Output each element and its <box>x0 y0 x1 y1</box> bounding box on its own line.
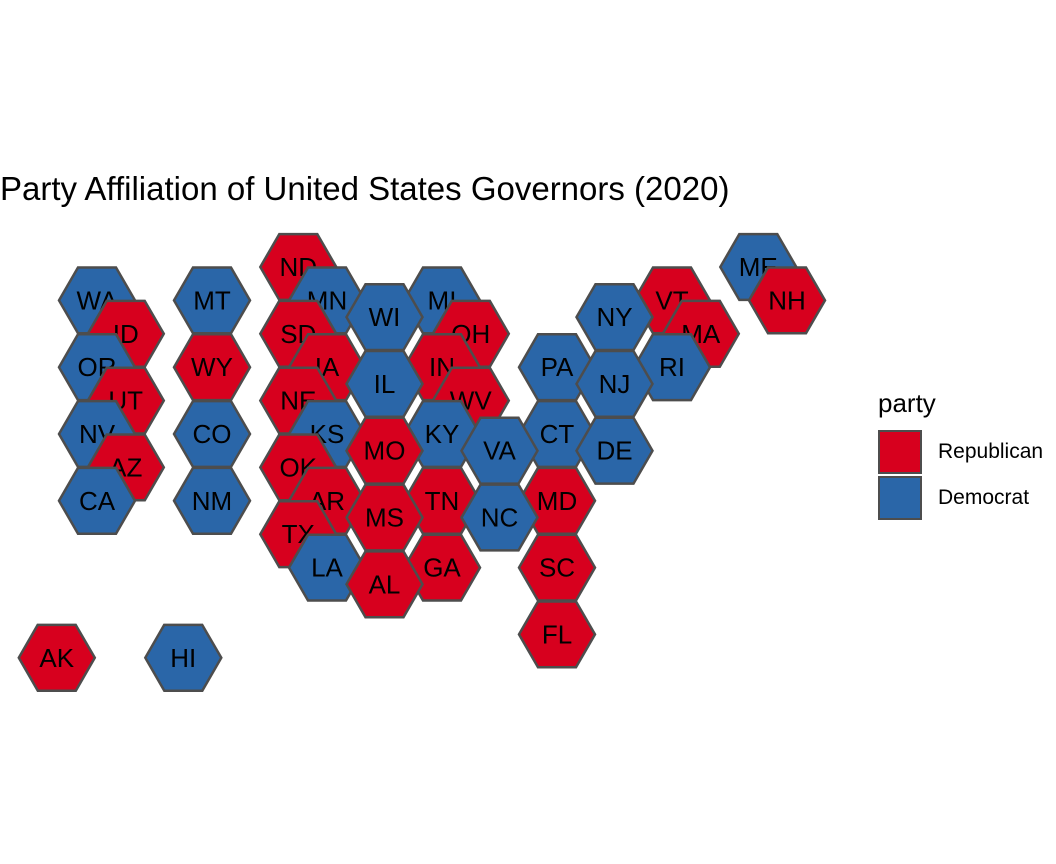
state-hex-ak: AK <box>17 623 97 692</box>
state-label-md: MD <box>537 486 577 516</box>
legend: party Republican Democrat <box>878 388 1043 521</box>
hex-shape-fl <box>517 600 597 669</box>
hex-shape-al <box>345 550 424 619</box>
state-label-ak: AK <box>39 643 74 673</box>
state-hex-mt: MT <box>172 266 252 335</box>
state-label-nj: NJ <box>599 369 631 399</box>
hex-shape-nh <box>747 266 827 335</box>
legend-swatch-republican <box>878 430 922 474</box>
hex-shape-ak <box>17 623 97 692</box>
state-label-sc: SC <box>539 553 575 583</box>
state-label-al: AL <box>369 569 401 599</box>
state-hex-nm: NM <box>172 466 252 535</box>
state-hex-ca: CA <box>57 466 137 535</box>
state-label-pa: PA <box>541 352 574 382</box>
state-label-mo: MO <box>364 436 406 466</box>
state-label-ky: KY <box>425 419 460 449</box>
state-hex-fl: FL <box>517 600 597 669</box>
state-label-co: CO <box>193 419 232 449</box>
state-label-fl: FL <box>542 619 572 649</box>
legend-title: party <box>878 388 936 418</box>
state-label-de: DE <box>596 436 632 466</box>
state-label-ri: RI <box>659 352 685 382</box>
state-label-nh: NH <box>768 285 806 315</box>
state-label-hi: HI <box>170 643 196 673</box>
state-hex-mo: MO <box>345 416 424 485</box>
state-hex-sc: SC <box>517 533 597 602</box>
state-hex-nh: NH <box>747 266 827 335</box>
legend-label-republican: Republican <box>938 440 1044 463</box>
state-hex-nj: NJ <box>575 349 654 419</box>
state-hex-al: AL <box>345 550 424 619</box>
state-label-ga: GA <box>423 553 461 583</box>
state-label-ca: CA <box>79 486 116 516</box>
state-label-wy: WY <box>191 352 233 382</box>
state-label-va: VA <box>483 436 516 466</box>
legend-label-democrat: Democrat <box>938 486 1030 509</box>
legend-swatch-democrat <box>878 476 922 520</box>
state-label-ms: MS <box>365 503 404 533</box>
state-label-mt: MT <box>193 285 231 315</box>
state-label-ct: CT <box>540 419 575 449</box>
state-hex-nc: NC <box>460 483 539 552</box>
map-title: Party Affiliation of United States Gover… <box>0 170 730 207</box>
state-hex-wy: WY <box>172 333 252 402</box>
hex-shape-hi <box>143 623 223 692</box>
state-hex-co: CO <box>172 399 252 469</box>
legend-item-democrat: Democrat <box>878 475 1043 521</box>
state-label-tn: TN <box>425 486 460 516</box>
state-label-nc: NC <box>481 503 519 533</box>
hex-shape-nm <box>172 466 252 535</box>
state-label-nm: NM <box>192 486 232 516</box>
hex-shape-de <box>575 416 654 485</box>
state-label-wi: WI <box>369 302 401 332</box>
legend-item-republican: Republican <box>878 429 1043 475</box>
state-hex-de: DE <box>575 416 654 485</box>
hex-shape-ca <box>57 466 137 535</box>
state-label-il: IL <box>374 369 396 399</box>
state-label-ny: NY <box>596 302 632 332</box>
state-hex-wi: WI <box>345 282 424 352</box>
state-hex-hi: HI <box>143 623 223 692</box>
hex-shape-nc <box>460 483 539 552</box>
state-label-la: LA <box>311 553 343 583</box>
